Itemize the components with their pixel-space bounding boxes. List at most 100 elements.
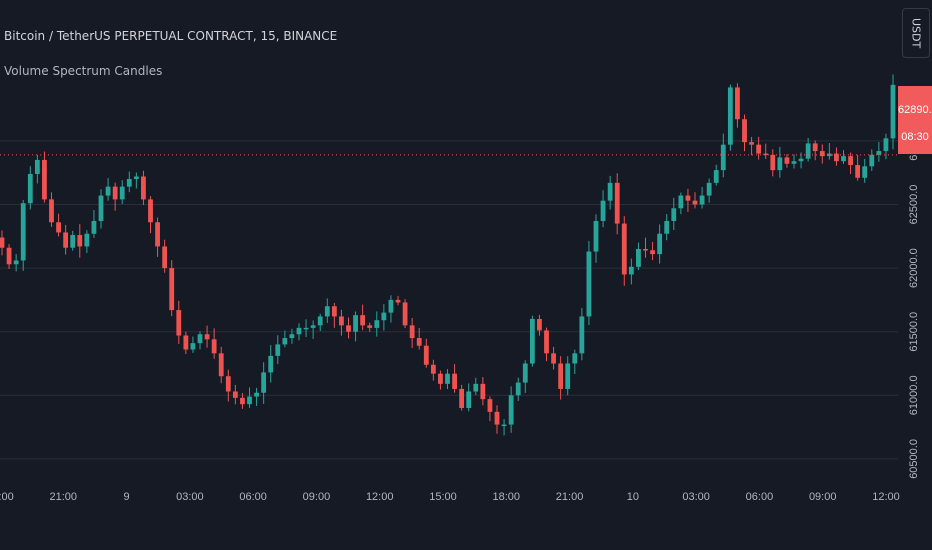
candle-body <box>353 315 358 332</box>
candle-body <box>27 173 33 204</box>
candle-body <box>155 222 160 247</box>
candle-body <box>706 182 712 196</box>
candle-body <box>508 395 514 425</box>
candle-body <box>445 373 450 384</box>
candle-body <box>515 382 521 396</box>
candle-body <box>169 268 175 311</box>
candle-body <box>529 318 535 364</box>
candle-body <box>720 144 726 171</box>
candle-body <box>841 156 846 162</box>
time-tick-label: 9 <box>124 491 130 503</box>
candle-body <box>459 388 465 409</box>
candle-body <box>784 157 790 164</box>
candle-body <box>197 334 203 344</box>
candle-body <box>162 246 168 269</box>
candle-body <box>225 376 231 392</box>
candle-body <box>42 159 47 200</box>
price-tick-label: 62500.0 <box>908 185 920 225</box>
candle-body <box>876 151 882 155</box>
candle-body <box>331 306 337 317</box>
currency-button[interactable]: USDT <box>902 8 930 58</box>
candle-body <box>501 424 507 427</box>
candle-body <box>77 235 83 247</box>
candle-body <box>190 343 196 350</box>
candle-body <box>756 144 762 154</box>
candle-body <box>791 161 797 164</box>
time-tick-label: 15:00 <box>429 491 457 503</box>
candle-body <box>770 154 776 171</box>
candle-body <box>105 186 111 196</box>
candle-body <box>473 383 479 392</box>
candle-body <box>183 335 189 350</box>
candle-body <box>678 195 684 209</box>
candle-body <box>494 411 500 425</box>
candle-body <box>607 182 613 201</box>
candle-body <box>148 199 153 223</box>
time-tick-label: 21:00 <box>556 491 584 503</box>
candle-body <box>289 334 295 339</box>
candle-body <box>133 176 139 180</box>
candle-body <box>374 320 380 328</box>
candle-body <box>890 84 896 139</box>
candle-body <box>657 233 663 255</box>
candle-body <box>296 327 302 335</box>
candle-body <box>848 156 853 166</box>
candle-body <box>614 182 620 224</box>
candle-body <box>56 222 61 233</box>
candle-body <box>84 233 90 247</box>
time-tick-label: 03:00 <box>176 491 204 503</box>
candle-body <box>727 87 733 145</box>
candle-body <box>487 399 493 412</box>
chart-title: Bitcoin / TetherUS PERPETUAL CONTRACT, 1… <box>4 29 338 43</box>
candle-body <box>416 338 422 346</box>
candle-body <box>699 195 705 205</box>
candle-body <box>423 345 429 365</box>
candle-body <box>713 170 719 183</box>
candle-body <box>409 325 415 339</box>
candle-body <box>70 235 76 248</box>
candle-body <box>522 363 528 383</box>
candle-body <box>579 316 585 354</box>
candle-body <box>126 179 132 187</box>
time-tick-label: 18:00 <box>0 491 14 503</box>
price-tick-label: 61000.0 <box>908 375 920 415</box>
time-tick-label: 09:00 <box>303 491 331 503</box>
candle-body <box>593 221 599 252</box>
candle-body <box>367 325 373 328</box>
candle-body <box>49 199 54 223</box>
time-tick-label: 12:00 <box>366 491 394 503</box>
time-tick-label: 03:00 <box>682 491 710 503</box>
candle-body <box>805 143 811 159</box>
candle-body <box>749 142 754 145</box>
candle-body <box>310 325 316 328</box>
candle-body <box>826 153 832 157</box>
candle-body <box>119 186 125 200</box>
candle-body <box>834 153 839 162</box>
price-tick-label: 62000.0 <box>908 248 920 288</box>
candles <box>0 74 898 436</box>
candle-body <box>551 353 556 364</box>
currency-button-label: USDT <box>909 17 923 49</box>
candle-body <box>395 299 401 303</box>
last-price-badge: 62890.0 08:30 <box>898 86 932 154</box>
candle-body <box>685 195 691 201</box>
candle-body <box>20 203 26 261</box>
candle-body <box>742 119 747 143</box>
candle-body <box>346 325 351 332</box>
candle-body <box>402 302 408 326</box>
candle-body <box>247 396 252 405</box>
candle-body <box>466 391 472 409</box>
last-price-value: 62890.0 <box>898 104 932 116</box>
candle-body <box>735 87 740 120</box>
candle-body <box>558 363 564 389</box>
time-tick-label: 18:00 <box>493 491 521 503</box>
price-tick-label: 61500.0 <box>908 312 920 352</box>
candle-body <box>777 157 783 171</box>
candle-body <box>819 151 825 157</box>
candle-body <box>869 154 875 167</box>
candle-body <box>268 355 274 373</box>
candle-body <box>275 344 281 356</box>
candle-body <box>438 373 443 384</box>
candle-body <box>176 310 182 336</box>
